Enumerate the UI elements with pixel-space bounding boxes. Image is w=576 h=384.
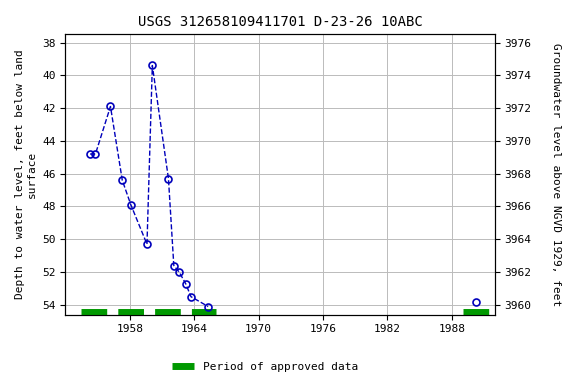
Title: USGS 312658109411701 D-23-26 10ABC: USGS 312658109411701 D-23-26 10ABC bbox=[138, 15, 422, 29]
Y-axis label: Depth to water level, feet below land
surface: Depth to water level, feet below land su… bbox=[15, 50, 37, 300]
Legend: Period of approved data: Period of approved data bbox=[168, 358, 362, 377]
Y-axis label: Groundwater level above NGVD 1929, feet: Groundwater level above NGVD 1929, feet bbox=[551, 43, 561, 306]
